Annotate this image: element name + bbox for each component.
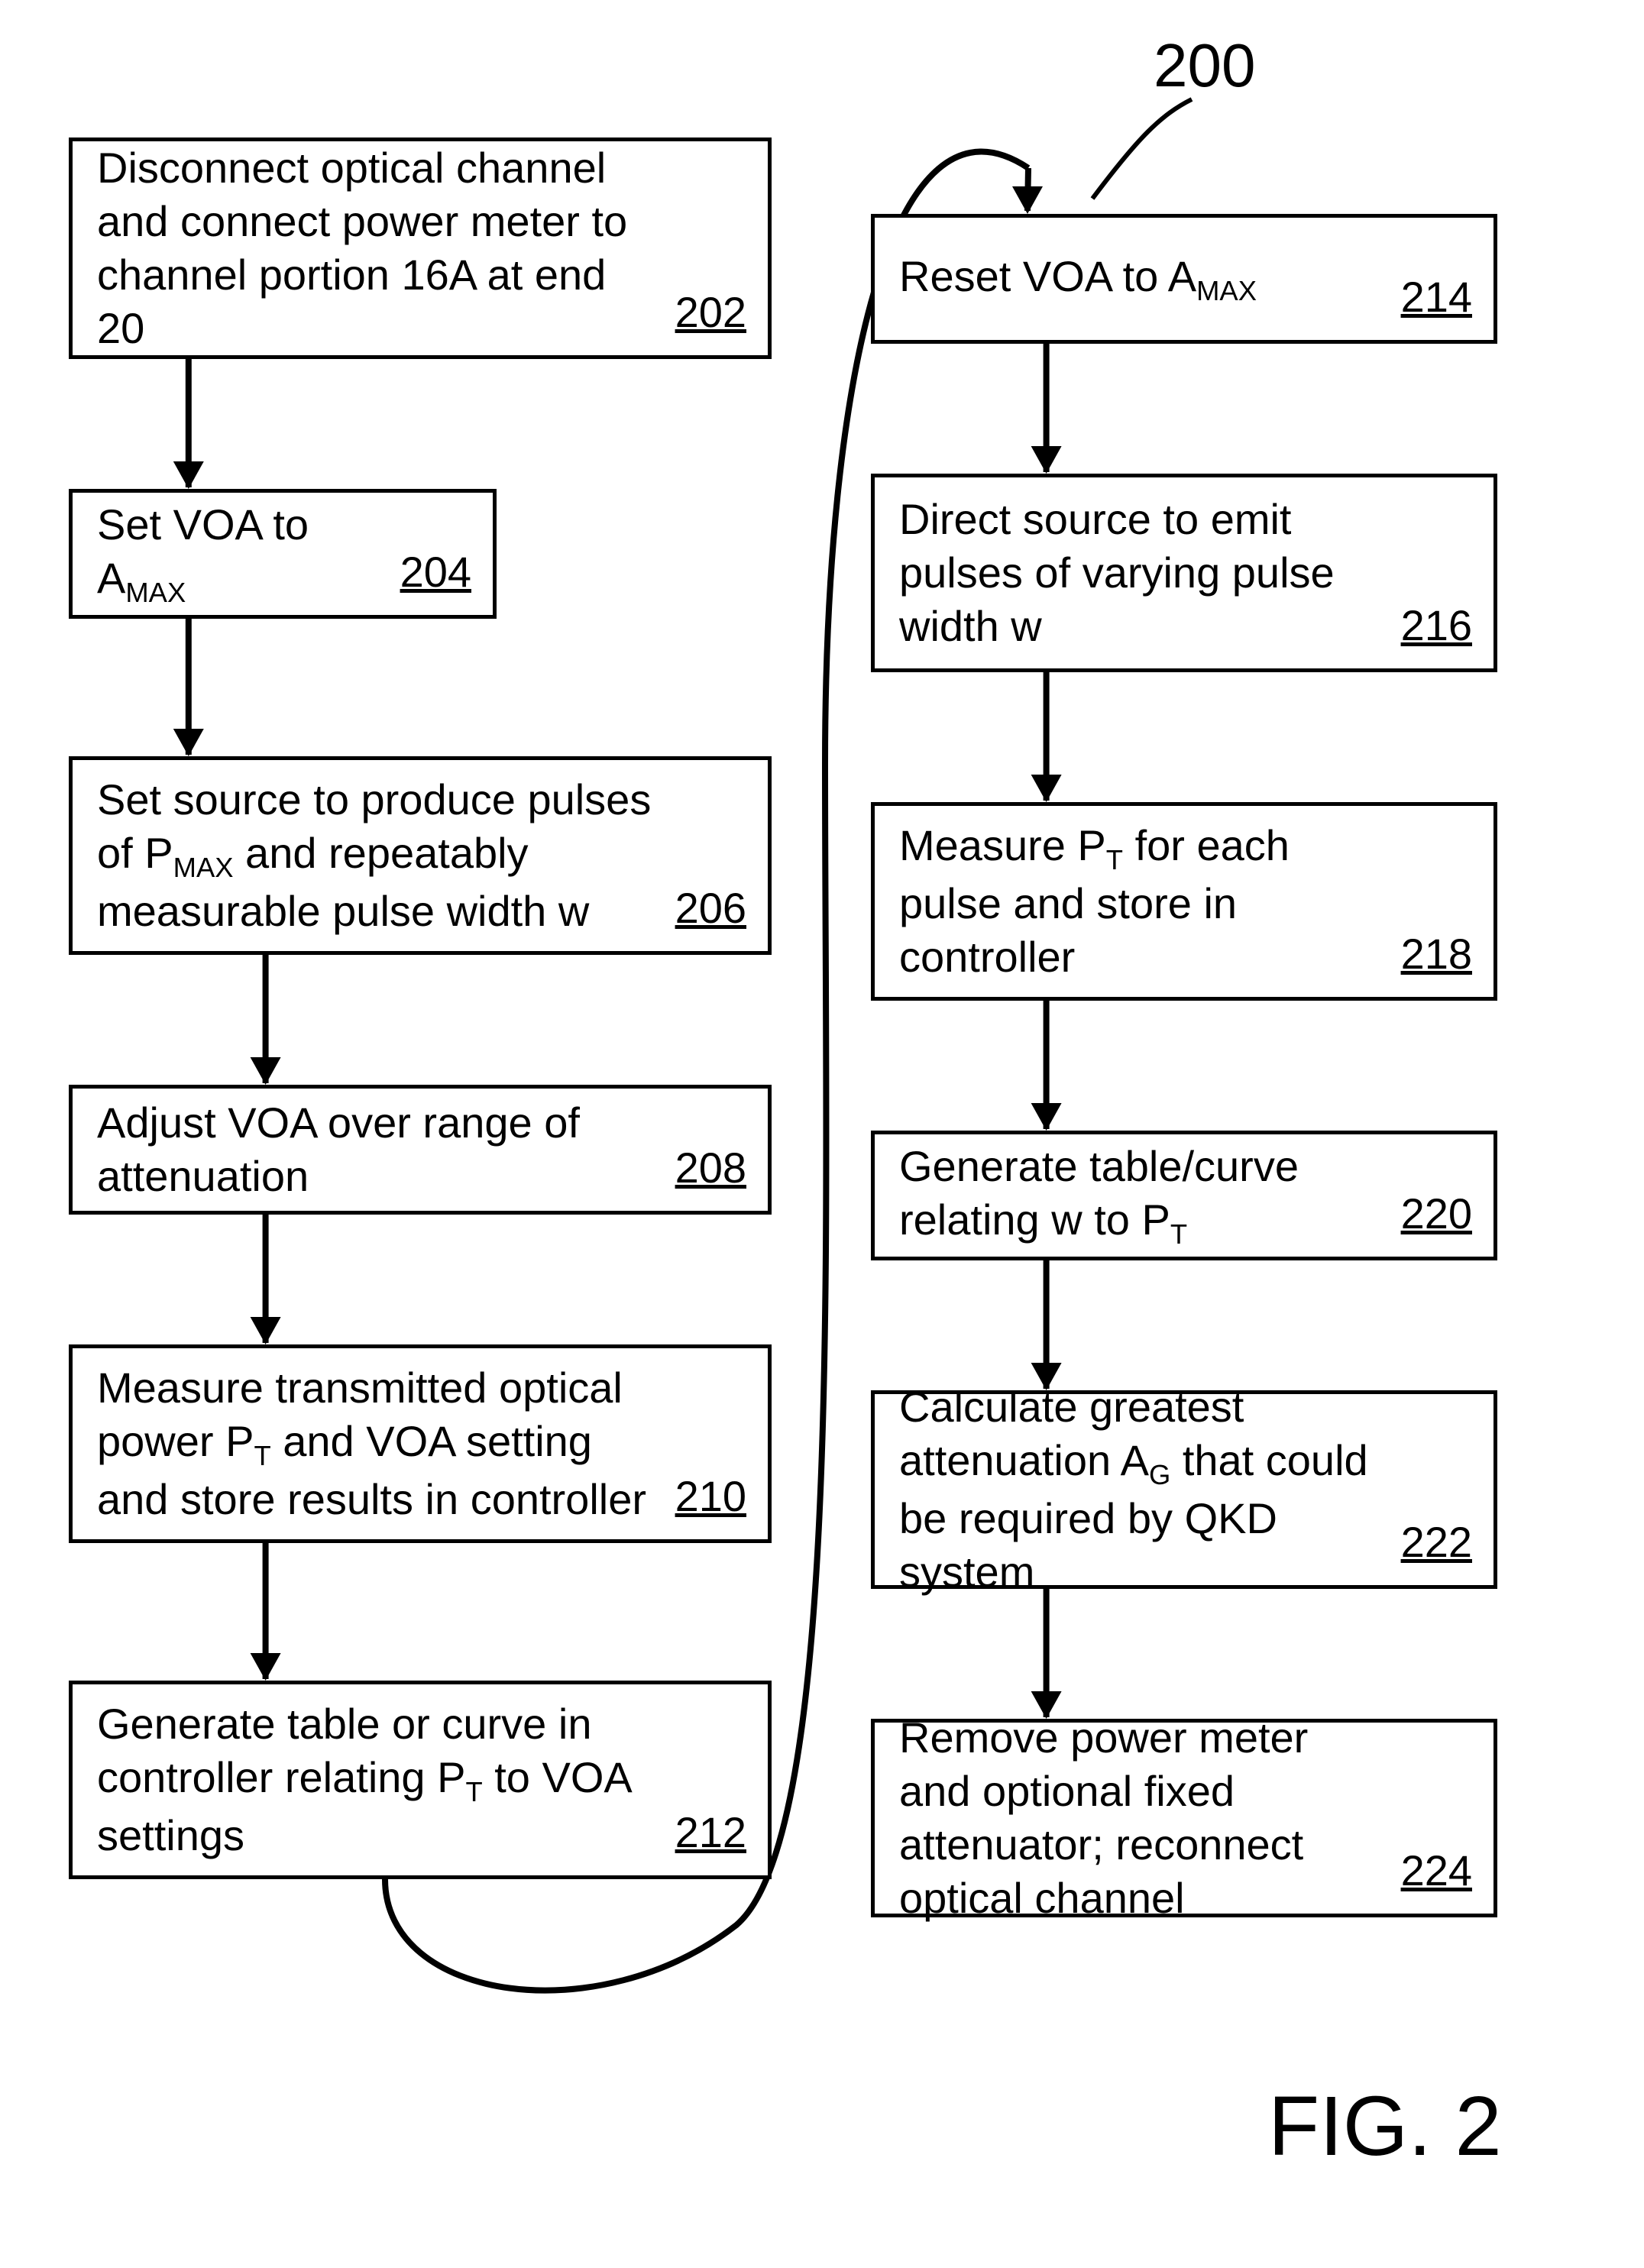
flow-box-number: 220 — [1401, 1189, 1472, 1238]
flow-box-216: Direct source to emit pulses of varying … — [871, 474, 1497, 672]
flow-box-number: 202 — [675, 287, 746, 337]
flow-box-number: 218 — [1401, 929, 1472, 979]
flow-box-text: Remove power meter and optional fixed at… — [899, 1711, 1386, 1925]
flow-box-202: Disconnect optical channel and connect p… — [69, 138, 772, 359]
flow-box-206: Set source to produce pulses of PMAX and… — [69, 756, 772, 955]
figure-label: FIG. 2 — [1268, 2078, 1502, 2175]
flow-box-208: Adjust VOA over range of attenuation 208 — [69, 1085, 772, 1215]
flow-box-text: Reset VOA to AMAX — [899, 250, 1386, 309]
flow-box-222: Calculate greatest attenuation AG that c… — [871, 1390, 1497, 1589]
flow-box-number: 224 — [1401, 1846, 1472, 1895]
flow-box-204: Set VOA to AMAX 204 — [69, 489, 497, 619]
flow-box-220: Generate table/curve relating w to PT 220 — [871, 1131, 1497, 1260]
flow-box-number: 222 — [1401, 1517, 1472, 1567]
flow-box-214: Reset VOA to AMAX 214 — [871, 214, 1497, 344]
flow-box-number: 208 — [675, 1143, 746, 1192]
flow-box-number: 214 — [1401, 272, 1472, 322]
flow-box-text: Generate table/curve relating w to PT — [899, 1140, 1386, 1252]
flow-box-number: 210 — [675, 1471, 746, 1521]
flow-box-number: 212 — [675, 1807, 746, 1857]
flow-box-text: Adjust VOA over range of attenuation — [97, 1096, 660, 1203]
flow-box-text: Direct source to emit pulses of varying … — [899, 493, 1386, 653]
flow-box-text: Set VOA to AMAX — [97, 498, 385, 610]
flow-box-number: 206 — [675, 883, 746, 933]
flow-box-text: Calculate greatest attenuation AG that c… — [899, 1380, 1386, 1600]
flow-box-218: Measure PT for each pulse and store in c… — [871, 802, 1497, 1001]
flow-box-number: 204 — [400, 547, 471, 597]
diagram-number: 200 — [1154, 31, 1255, 101]
flow-box-text: Disconnect optical channel and connect p… — [97, 141, 660, 355]
flow-box-text: Measure transmitted optical power PT and… — [97, 1361, 660, 1527]
flow-box-210: Measure transmitted optical power PT and… — [69, 1344, 772, 1543]
flow-box-text: Generate table or curve in controller re… — [97, 1697, 660, 1863]
flowchart-canvas: 200 FIG. 2 Disconnect optical channel an… — [0, 0, 1644, 2268]
flow-box-number: 216 — [1401, 600, 1472, 650]
flow-box-text: Set source to produce pulses of PMAX and… — [97, 773, 660, 939]
flow-box-text: Measure PT for each pulse and store in c… — [899, 819, 1386, 985]
flow-box-224: Remove power meter and optional fixed at… — [871, 1719, 1497, 1917]
flow-box-212: Generate table or curve in controller re… — [69, 1681, 772, 1879]
